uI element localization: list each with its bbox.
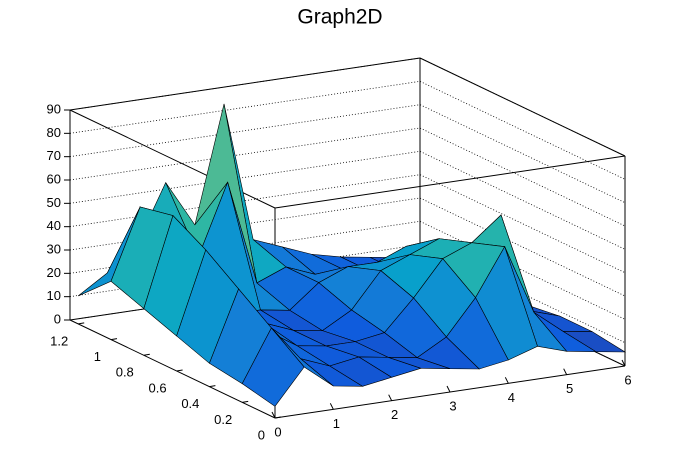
y-tick-label: 0 bbox=[258, 427, 265, 442]
x-tick bbox=[329, 403, 334, 410]
y-tick bbox=[110, 338, 118, 341]
y-tick bbox=[242, 400, 249, 403]
z-tick-label: 70 bbox=[47, 148, 61, 163]
x-tick bbox=[563, 368, 568, 375]
x-tick-label: 2 bbox=[391, 407, 398, 422]
x-tick bbox=[271, 411, 276, 419]
x-tick-label: 3 bbox=[449, 398, 456, 413]
x-tick-label: 4 bbox=[508, 390, 515, 405]
x-tick bbox=[504, 377, 509, 384]
grid-line bbox=[69, 80, 626, 180]
z-tick-label: 10 bbox=[47, 288, 61, 303]
grid-line bbox=[69, 57, 626, 157]
grid-line bbox=[69, 150, 626, 250]
surface-cell bbox=[241, 327, 305, 407]
y-tick bbox=[78, 322, 85, 325]
y-tick bbox=[209, 385, 216, 388]
x-tick-label: 6 bbox=[624, 372, 631, 387]
y-tick-label: 0.2 bbox=[214, 412, 232, 427]
z-tick-label: 20 bbox=[47, 265, 61, 280]
x-tick-label: 1 bbox=[333, 416, 340, 431]
x-tick bbox=[446, 385, 451, 393]
grid-line bbox=[69, 104, 626, 204]
y-tick-label: 1.2 bbox=[50, 333, 68, 348]
z-tick-label: 50 bbox=[47, 195, 61, 210]
y-tick bbox=[176, 369, 183, 372]
box-edge bbox=[274, 155, 626, 209]
grid-line bbox=[69, 174, 626, 274]
y-tick-label: 0.4 bbox=[181, 396, 199, 411]
grid-line bbox=[69, 127, 626, 227]
z-tick-label: 30 bbox=[47, 241, 61, 256]
z-tick-label: 0 bbox=[54, 311, 61, 326]
x-tick-label: 5 bbox=[566, 381, 573, 396]
z-tick-label: 60 bbox=[47, 171, 61, 186]
y-tick-label: 0.8 bbox=[116, 365, 134, 380]
x-tick bbox=[388, 394, 393, 401]
z-tick-label: 80 bbox=[47, 125, 61, 140]
y-tick-label: 1 bbox=[94, 349, 101, 364]
y-tick bbox=[274, 416, 282, 419]
x-tick bbox=[621, 359, 626, 367]
z-tick-label: 90 bbox=[47, 101, 61, 116]
y-tick bbox=[143, 353, 150, 356]
y-tick-label: 0.6 bbox=[149, 380, 167, 395]
y-axis bbox=[69, 319, 276, 419]
box-edge bbox=[419, 57, 626, 157]
x-tick-label: 0 bbox=[274, 424, 281, 439]
box-edge bbox=[69, 57, 421, 111]
z-tick-label: 40 bbox=[47, 218, 61, 233]
chart-title: Graph2D bbox=[297, 6, 382, 29]
